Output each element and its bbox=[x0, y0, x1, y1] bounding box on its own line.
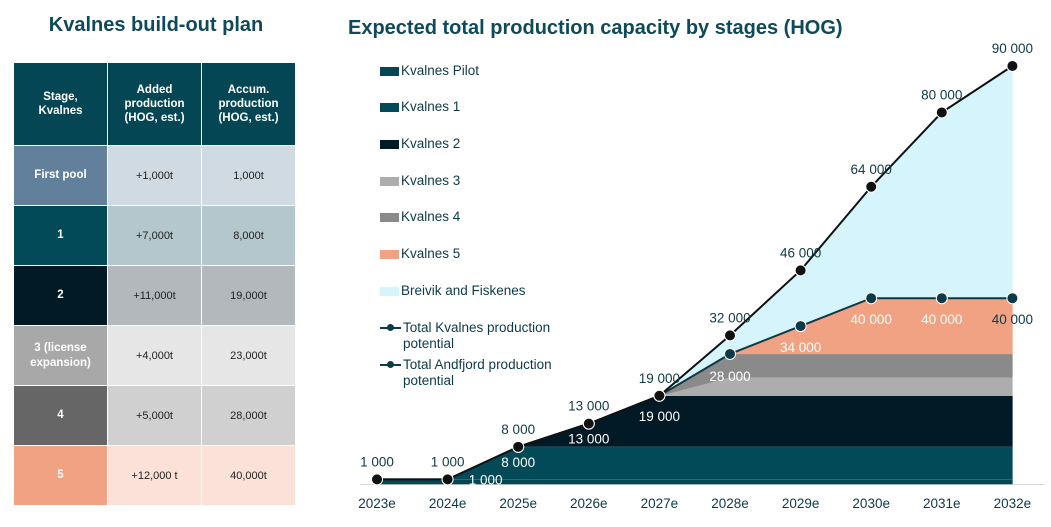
table-row: 5 +12,000 t 40,000t bbox=[13, 445, 296, 506]
andfjord-data-label: 64 000 bbox=[851, 162, 892, 177]
x-tick-label: 2030e bbox=[852, 496, 890, 511]
legend-item: Kvalnes 3 bbox=[380, 173, 460, 189]
legend-swatch bbox=[380, 250, 399, 259]
legend-label: Total Kvalnes production potential bbox=[403, 320, 551, 351]
chart-title: Expected total production capacity by st… bbox=[348, 17, 843, 39]
andfjord-point bbox=[512, 440, 525, 453]
added-production-cell: +4,000t bbox=[107, 325, 202, 386]
x-tick-label: 2023e bbox=[358, 496, 396, 511]
accum-production-cell: 23,000t bbox=[201, 325, 296, 386]
table-header-row: Stage, Kvalnes Added production (HOG, es… bbox=[13, 62, 296, 146]
x-tick-label: 2031e bbox=[923, 496, 961, 511]
legend-line-marker-icon bbox=[380, 320, 401, 334]
legend-label: Kvalnes Pilot bbox=[401, 63, 480, 78]
x-tick-label: 2029e bbox=[782, 496, 820, 511]
legend-swatch bbox=[380, 287, 399, 296]
added-production-cell: +12,000 t bbox=[107, 445, 202, 506]
x-tick-label: 2024e bbox=[429, 496, 467, 511]
accum-production-cell: 19,000t bbox=[201, 265, 296, 326]
legend-item: Total Andfjord production potential bbox=[380, 357, 593, 389]
table-row: First pool +1,000t 1,000t bbox=[13, 145, 296, 206]
kvalnes-point bbox=[865, 292, 878, 305]
legend-swatch bbox=[380, 103, 399, 112]
legend-label: Kvalnes 4 bbox=[401, 209, 461, 224]
andfjord-data-label: 32 000 bbox=[709, 310, 750, 325]
kvalnes-data-label: 40 000 bbox=[851, 312, 892, 327]
x-tick-label: 2028e bbox=[711, 496, 749, 511]
legend-label: Kvalnes 2 bbox=[401, 136, 461, 151]
table-row: 1 +7,000t 8,000t bbox=[13, 205, 296, 266]
x-tick-label: 2026e bbox=[570, 496, 608, 511]
andfjord-data-label: 1 000 bbox=[431, 454, 465, 469]
legend-item: Kvalnes 1 bbox=[380, 99, 460, 115]
andfjord-data-label: 90 000 bbox=[992, 41, 1033, 56]
andfjord-data-label: 19 000 bbox=[639, 371, 680, 386]
andfjord-point bbox=[1006, 60, 1019, 72]
andfjord-data-label: 8 000 bbox=[501, 422, 535, 437]
andfjord-point bbox=[653, 389, 666, 402]
legend-swatch bbox=[380, 67, 399, 76]
andfjord-point bbox=[865, 180, 878, 193]
header-added: Added production (HOG, est.) bbox=[107, 62, 202, 146]
kvalnes-data-label: 40 000 bbox=[992, 312, 1033, 327]
andfjord-data-label: 80 000 bbox=[921, 87, 962, 102]
added-production-cell: +5,000t bbox=[107, 385, 202, 446]
kvalnes-data-label: 40 000 bbox=[921, 312, 962, 327]
accum-production-cell: 8,000t bbox=[201, 205, 296, 266]
legend-item: Kvalnes 4 bbox=[380, 209, 460, 225]
x-tick-label: 2027e bbox=[641, 496, 679, 511]
kvalnes-point bbox=[935, 292, 948, 305]
legend-label: Total Andfjord production potential bbox=[403, 357, 552, 388]
legend-item: Kvalnes 2 bbox=[380, 136, 460, 152]
added-production-cell: +11,000t bbox=[107, 265, 202, 326]
kvalnes-data-label: 13 000 bbox=[568, 432, 609, 447]
andfjord-point bbox=[441, 473, 454, 486]
legend-item: Breivik and Fiskenes bbox=[380, 283, 526, 299]
accum-production-cell: 28,000t bbox=[201, 385, 296, 446]
andfjord-data-label: 1 000 bbox=[360, 454, 394, 469]
stage-cell: 2 bbox=[13, 265, 108, 326]
stage-cell: 5 bbox=[13, 445, 108, 506]
andfjord-point bbox=[582, 417, 595, 430]
header-accum: Accum. production (HOG, est.) bbox=[201, 62, 296, 146]
x-tick-label: 2025e bbox=[499, 496, 537, 511]
andfjord-data-label: 46 000 bbox=[780, 245, 821, 260]
legend-item: Kvalnes 5 bbox=[380, 246, 460, 262]
andfjord-point bbox=[935, 106, 948, 119]
table-row: 2 +11,000t 19,000t bbox=[13, 265, 296, 326]
accum-production-cell: 40,000t bbox=[201, 445, 296, 506]
build-out-plan-table: Stage, Kvalnes Added production (HOG, es… bbox=[13, 62, 296, 506]
legend-label: Kvalnes 3 bbox=[401, 173, 461, 188]
build-out-plan-title: Kvalnes build-out plan bbox=[48, 14, 264, 36]
accum-production-cell: 1,000t bbox=[201, 145, 296, 206]
andfjord-data-label: 13 000 bbox=[568, 399, 609, 414]
legend-item: Kvalnes Pilot bbox=[380, 63, 479, 79]
andfjord-point bbox=[371, 473, 383, 486]
x-tick-label: 2032e bbox=[994, 496, 1032, 511]
kvalnes-data-label: 34 000 bbox=[780, 340, 821, 355]
andfjord-point bbox=[724, 329, 736, 342]
kvalnes-data-label: 28 000 bbox=[709, 369, 750, 384]
kvalnes-point bbox=[724, 347, 736, 360]
legend-label: Breivik and Fiskenes bbox=[401, 283, 526, 298]
added-production-cell: +1,000t bbox=[107, 145, 202, 206]
legend-label: Kvalnes 5 bbox=[401, 246, 461, 261]
added-production-cell: +7,000t bbox=[107, 205, 202, 266]
legend-swatch bbox=[380, 140, 399, 149]
table-row: 4 +5,000t 28,000t bbox=[13, 385, 296, 446]
kvalnes-data-label: 8 000 bbox=[501, 455, 535, 470]
legend-label: Kvalnes 1 bbox=[401, 99, 461, 114]
kvalnes-point bbox=[794, 320, 807, 333]
legend-swatch bbox=[380, 213, 399, 222]
legend-line-marker-icon bbox=[380, 357, 401, 371]
legend-swatch bbox=[380, 177, 399, 186]
kvalnes-data-label: 1 000 bbox=[469, 472, 503, 487]
kvalnes-point bbox=[1006, 292, 1019, 305]
legend-item: Total Kvalnes production potential bbox=[380, 320, 593, 352]
andfjord-total-line bbox=[377, 65, 1013, 481]
stage-cell: 1 bbox=[13, 205, 108, 266]
andfjord-point bbox=[794, 264, 807, 277]
kvalnes-data-label: 19 000 bbox=[639, 409, 680, 424]
